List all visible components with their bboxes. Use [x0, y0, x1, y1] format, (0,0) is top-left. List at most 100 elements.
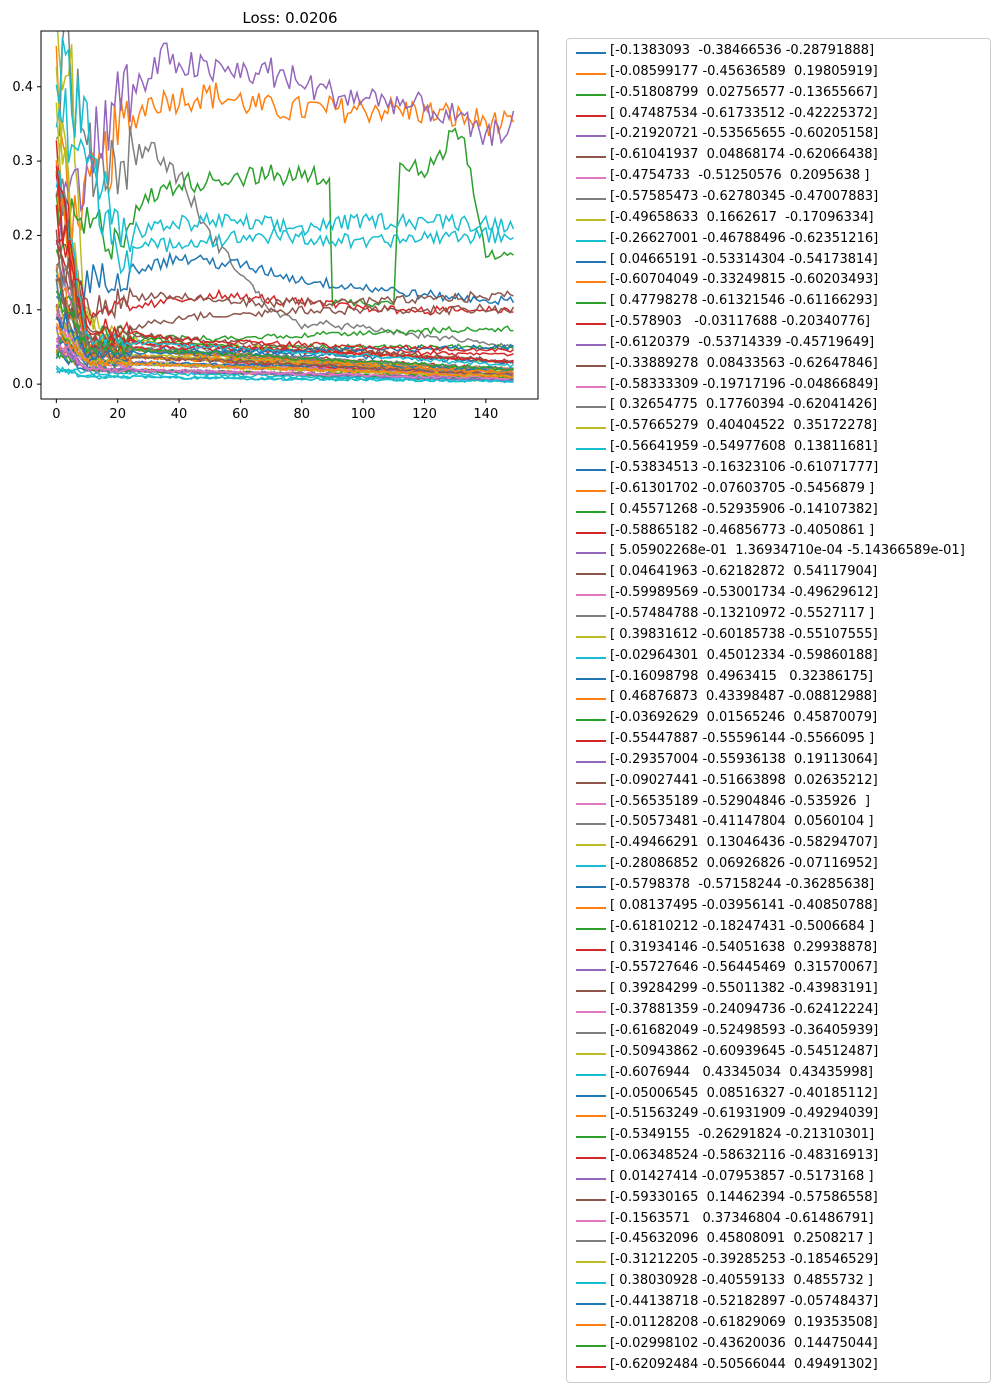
legend-swatch [576, 1136, 606, 1139]
legend-swatch [576, 1219, 606, 1222]
legend-label: [-0.49658633 0.1662617 -0.17096334] [610, 209, 874, 225]
legend-item: [-0.4754733 -0.51250576 0.2095638 ] [567, 167, 990, 187]
legend-swatch [576, 1323, 606, 1326]
legend-label: [-0.6076944 0.43345034 0.43435998] [610, 1064, 873, 1080]
legend-swatch [576, 865, 606, 868]
legend-item: [-0.51563249 -0.61931909 -0.49294039] [567, 1105, 990, 1125]
series-line [55, 88, 514, 275]
legend-label: [ 0.04641963 -0.62182872 0.54117904] [610, 564, 878, 580]
legend-item: [-0.05006545 0.08516327 -0.40185112] [567, 1085, 990, 1105]
legend-label: [-0.08599177 -0.45636589 0.19805919] [610, 63, 878, 79]
legend-item: [-0.02998102 -0.43620036 0.14475044] [567, 1335, 990, 1355]
legend-item: [-0.45632096 0.45808091 0.2508217 ] [567, 1230, 990, 1250]
legend-label: [-0.6120379 -0.53714339 -0.45719649] [610, 334, 875, 350]
legend-item: [-0.16098798 0.4963415 0.32386175] [567, 668, 990, 688]
legend-label: [-0.5798378 -0.57158244 -0.36285638] [610, 877, 875, 892]
legend-swatch [576, 677, 606, 680]
legend-swatch [576, 469, 606, 471]
legend-item: [-0.5349155 -0.26291824 -0.21310301] [567, 1126, 990, 1146]
legend-item: [-0.31212205 -0.39285253 -0.18546529] [567, 1251, 990, 1271]
series-line [55, 179, 514, 320]
legend-item: [-0.03692629 0.01565246 0.45870079] [567, 709, 990, 729]
legend-label: [-0.50943862 -0.60939645 -0.54512487] [610, 1043, 879, 1059]
legend-swatch [576, 197, 606, 200]
chart-title: Loss: 0.0206 [242, 9, 337, 27]
legend-swatch [576, 281, 606, 284]
legend-swatch [576, 1282, 606, 1285]
legend-swatch [576, 1094, 606, 1097]
legend-swatch [576, 1073, 606, 1076]
legend-label: [-0.51563249 -0.61931909 -0.49294039] [610, 1106, 879, 1122]
legend-label: [-0.16098798 0.4963415 0.32386175] [610, 668, 873, 684]
legend-swatch [576, 573, 606, 576]
legend-swatch [576, 1115, 606, 1118]
legend-label: [-0.60704049 -0.33249815 -0.60203493] [610, 272, 879, 288]
legend-label: [ 0.39284299 -0.55011382 -0.43983191] [610, 981, 878, 997]
loss-chart: Loss: 0.0206 0 20 40 60 80 100 120 140 0.00.10.… [12, 9, 539, 420]
series-line [56, 31, 514, 378]
legend-item: [-0.578903 -0.03117688 -0.20340776] [567, 313, 990, 333]
legend-label: [-0.05006545 0.08516327 -0.40185112] [610, 1085, 878, 1101]
legend-label: [-0.5349155 -0.26291824 -0.21310301] [610, 1127, 875, 1143]
legend-label: [ 5.05902268e-01 1.36934710e-04 -5.14366… [610, 543, 965, 559]
legend-item: [-0.61810212 -0.18247431 -0.5006684 ] [567, 918, 990, 938]
legend-swatch [576, 114, 606, 117]
legend-label: [-0.28086852 0.06926826 -0.07116952] [610, 856, 878, 872]
legend-label: [-0.02964301 0.45012334 -0.59860188] [610, 647, 878, 663]
legend-item: [-0.57484788 -0.13210972 -0.5527117 ] [567, 605, 990, 625]
legend-label: [-0.56641959 -0.54977608 0.13811681] [610, 439, 878, 455]
legend-label: [-0.29357004 -0.55936138 0.19113064] [610, 751, 878, 767]
legend-item: [ 0.31934146 -0.54051638 0.29938878] [567, 939, 990, 959]
legend-item: [-0.56535189 -0.52904846 -0.535926 ] [567, 793, 990, 813]
legend-item: [-0.33889278 0.08433563 -0.62647846] [567, 355, 990, 375]
legend-item: [-0.02964301 0.45012334 -0.59860188] [567, 647, 990, 667]
legend-item: [-0.09027441 -0.51663898 0.02635212] [567, 772, 990, 792]
legend-item: [-0.5798378 -0.57158244 -0.36285638] [567, 876, 990, 896]
series-line [55, 127, 514, 308]
x-tick-label: 80 [293, 407, 310, 420]
legend-label: [-0.56535189 -0.52904846 -0.535926 ] [610, 793, 870, 809]
legend-item: [-0.21920721 -0.53565655 -0.60205158] [567, 125, 990, 145]
legend-label: [-0.58865182 -0.46856773 -0.4050861 ] [610, 522, 875, 538]
series-line [55, 204, 514, 364]
legend-item: [-0.29357004 -0.55936138 0.19113064] [567, 751, 990, 771]
legend-item: [-0.57665279 0.40404522 0.35172278] [567, 417, 990, 437]
legend-label: [-0.03692629 0.01565246 0.45870079] [610, 710, 878, 726]
x-tick-label: 40 [171, 407, 188, 420]
x-tick-label: 140 [473, 407, 498, 420]
legend-item: [-0.61041937 0.04868174 -0.62066438] [567, 146, 990, 166]
legend-swatch [576, 760, 606, 763]
legend-item: [-0.06348524 -0.58632116 -0.48316913] [567, 1147, 990, 1167]
series-line [55, 170, 514, 368]
series-line [55, 344, 514, 382]
legend-swatch [576, 906, 606, 909]
legend-label: [ 0.46876873 0.43398487 -0.08812988] [610, 689, 878, 705]
legend-label: [-0.06348524 -0.58632116 -0.48316913] [610, 1148, 879, 1164]
series-line [55, 37, 515, 253]
legend-swatch [576, 1303, 606, 1305]
legend-swatch [576, 260, 606, 263]
y-tick-label: 0.4 [12, 80, 33, 95]
legend-item: [-0.60704049 -0.33249815 -0.60203493] [567, 271, 990, 291]
series-line [55, 31, 514, 349]
legend-label: [ 0.32654775 0.17760394 -0.62041426] [610, 397, 878, 413]
legend-swatch [576, 1365, 606, 1368]
legend-label: [-0.57484788 -0.13210972 -0.5527117 ] [610, 605, 875, 621]
legend-label: [-0.61041937 0.04868174 -0.62066438] [610, 147, 878, 163]
legend-item: [-0.57585473 -0.62780345 -0.47007883] [567, 188, 990, 208]
legend-label: [-0.62092484 -0.50566044 0.49491302] [610, 1356, 878, 1372]
series-line [56, 327, 514, 379]
legend-label: [-0.55447887 -0.55596144 -0.5566095 ] [610, 731, 875, 747]
legend-item: [ 0.47487534 -0.61733512 -0.42225372] [567, 105, 990, 125]
legend-label: [ 0.39831612 -0.60185738 -0.55107555] [610, 626, 878, 642]
series-line [55, 165, 514, 353]
legend-label: [-0.33889278 0.08433563 -0.62647846] [610, 355, 878, 371]
legend-item: [ 0.39831612 -0.60185738 -0.55107555] [567, 626, 990, 646]
legend-swatch [576, 448, 606, 451]
legend-swatch [576, 218, 606, 221]
legend-swatch [576, 802, 606, 805]
x-tick-label: 0 [52, 407, 60, 420]
legend-label: [-0.58333309 -0.19717196 -0.04866849] [610, 376, 879, 392]
legend-item: [-0.01128208 -0.61829069 0.19353508] [567, 1314, 990, 1334]
y-tick-label: 0.3 [12, 154, 33, 169]
